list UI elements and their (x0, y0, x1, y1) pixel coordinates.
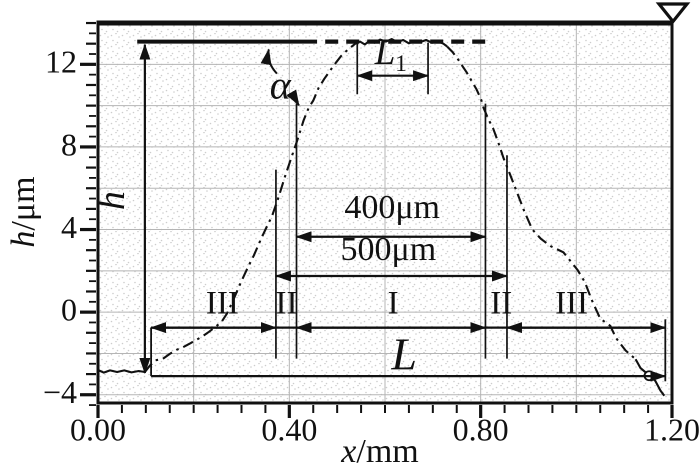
dim-height-h-label: h (91, 191, 133, 210)
y-tick-label--4: −4 (43, 374, 77, 410)
dim-500um: 500μm (274, 231, 508, 282)
datum-triangle-marker (655, 2, 691, 25)
dim-l1: L1 (356, 33, 430, 82)
x-axis-title: x/mm (340, 433, 418, 470)
x-tick-label-1.2: 1.20 (644, 411, 700, 447)
axis-ticks (80, 21, 674, 418)
gridlines (98, 22, 672, 403)
y-tick-label-4: 4 (61, 209, 77, 245)
dim-height-h: h (91, 43, 151, 375)
profile-segment-solid (97, 369, 146, 374)
surface-profile-curve (97, 38, 666, 397)
region-label-III: III (555, 286, 588, 322)
y-tick-label-8: 8 (61, 126, 77, 162)
region-label-II: II (490, 286, 512, 322)
region-label-I: I (388, 286, 399, 322)
angle-annotation: α (260, 48, 300, 107)
profile-segment-dashdot (446, 45, 637, 360)
x-tick-label-0: 0.00 (70, 411, 126, 447)
x-tick-label-0.4: 0.40 (261, 411, 317, 447)
tick-labels: −4 0 4 8 12 0.00 0.40 0.80 1.20 (43, 44, 700, 448)
y-tick-label-0: 0 (61, 291, 77, 327)
alpha-arrow-top (260, 48, 278, 75)
dim-400um: 400μm (295, 189, 487, 243)
dim-500um-label: 500μm (341, 231, 437, 268)
alpha-label: α (270, 62, 292, 107)
y-tick-label-12: 12 (45, 44, 77, 80)
x-tick-label-0.8: 0.80 (453, 411, 509, 447)
profile-segment-dashdot (144, 42, 356, 373)
region-divider-line (150, 319, 667, 382)
alpha-arrow-slope (286, 89, 300, 107)
dim-base-L-label: L (390, 328, 417, 379)
region-label-III: III (206, 286, 239, 322)
dim-base-L: L (151, 328, 667, 382)
region-label-II: II (275, 286, 297, 322)
region-labels: III II I II III (206, 286, 588, 322)
profile-segment-solid (354, 38, 448, 48)
y-axis-title: h/μm (5, 176, 42, 247)
dim-400um-label: 400μm (344, 189, 440, 226)
dim-l1-label: L1 (374, 33, 407, 77)
